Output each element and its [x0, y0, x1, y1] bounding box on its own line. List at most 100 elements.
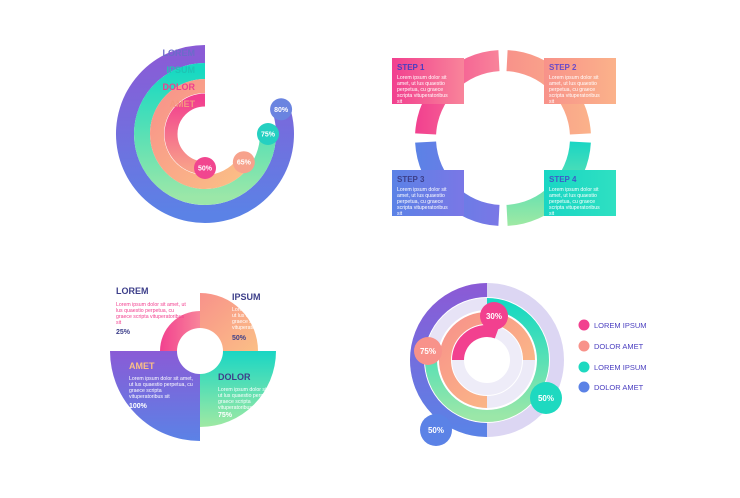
step-text-0-line: sit	[397, 99, 403, 105]
quadrant-text-ipsum-line: ut lus quaestio perpetua, cu	[232, 313, 296, 319]
legend-dot-2	[578, 361, 590, 373]
step-text-1-line: perpetua, cu graece	[549, 87, 595, 93]
quadrant-text-dolor: Lorem ipsum dolor sit amet, ut lus quaest…	[218, 387, 282, 411]
quadrant-text-dolor-line: graece scripta	[218, 399, 251, 405]
value-badge-0	[480, 302, 508, 330]
step-text-3-line: sit	[549, 211, 555, 217]
value-badge-3	[420, 414, 452, 446]
step-text-2: Lorem ipsum dolor sit amet, ut lus quaest…	[397, 187, 448, 217]
step-text-0-line: perpetua, cu graece	[397, 87, 443, 93]
legend-dot-3	[578, 381, 590, 393]
step-text-1-line: Lorem ipsum dolor sit	[549, 75, 599, 81]
value-badge-2	[530, 382, 562, 414]
quadrant-center-hole	[177, 328, 223, 374]
quadrant-text-amet-line: Lorem ipsum dolor sit amet,	[129, 376, 193, 382]
value-badge-label-1: 75%	[261, 132, 276, 139]
step-text-3-line: Lorem ipsum dolor sit	[549, 187, 599, 193]
quadrant-pct-dolor: 75%	[218, 412, 233, 419]
quadrant-text-lorem-line: sit	[116, 320, 122, 326]
quadrant-title-amet: AMET	[129, 361, 155, 371]
step-box-3	[544, 170, 616, 216]
value-badge-3	[194, 157, 216, 179]
cycle-segment-2	[415, 141, 500, 226]
quadrant-text-ipsum-line: Lorem ipsum dolor sit amet,	[232, 307, 296, 313]
legend-label-3: DOLOR AMET	[594, 383, 644, 392]
legend-dot-0	[578, 319, 590, 331]
step-text-1-line: amet, ut lus quaestio	[549, 81, 597, 87]
ring-0	[116, 45, 294, 223]
ring-2	[150, 79, 250, 189]
quadrant-title-dolor: DOLOR	[218, 372, 251, 382]
legend-label-1: DOLOR AMET	[594, 342, 644, 351]
quadrant-text-lorem-line: Lorem ipsum dolor sit amet, ut	[116, 302, 186, 308]
step-title-3: STEP 4	[549, 175, 577, 184]
ring-salmon-75	[439, 312, 535, 408]
step-text-0-line: amet, ut lus quaestio	[397, 81, 445, 87]
value-badge-label-1: 75%	[420, 347, 436, 356]
ring-3	[164, 93, 206, 175]
quadrant-title-ipsum: IPSUM	[232, 292, 261, 302]
quadrant-text-dolor-line: vituperatoribus sit	[218, 405, 259, 411]
quadrant-text-ipsum-line: graece scripta	[232, 319, 265, 325]
quadrant-title-lorem: LOREM	[116, 286, 149, 296]
cycle-segment-3	[506, 141, 591, 226]
step-box-0	[392, 58, 464, 104]
step-title-1: STEP 2	[549, 63, 577, 72]
legend-label-1: IPSUM	[166, 65, 195, 75]
legend-label-2: DOLOR	[163, 82, 196, 92]
value-badge-label-2: 50%	[538, 394, 554, 403]
value-badge-1	[257, 123, 279, 145]
quadrant-pct-lorem: 25%	[116, 329, 131, 336]
step-text-3: Lorem ipsum dolor sit amet, ut lus quaest…	[549, 187, 600, 217]
quadrant-text-amet: Lorem ipsum dolor sit amet, ut lus quaest…	[129, 376, 193, 400]
quadrant-text-ipsum: Lorem ipsum dolor sit amet, ut lus quaest…	[232, 307, 296, 331]
quadrant-text-amet-line: ut lus quaestio perpetua, cu	[129, 382, 193, 388]
value-badge-label-0: 30%	[486, 312, 502, 321]
step-text-2-line: scripta vituperatoribus	[397, 205, 448, 211]
step-text-1-line: sit	[549, 99, 555, 105]
step-title-2: STEP 3	[397, 175, 425, 184]
step-text-2-line: perpetua, cu graece	[397, 199, 443, 205]
ring-teal-50	[425, 298, 549, 422]
step-text-0: Lorem ipsum dolor sit amet, ut lus quaest…	[397, 75, 448, 105]
concentric-rings-chart: 30% 75% 50% 50% LOREM IPSUM DOLOR AMET LOREM I…	[410, 283, 647, 446]
quadrant-text-dolor-line: ut lus quaestio perpetua, cu	[218, 393, 282, 399]
step-box-2	[392, 170, 464, 216]
step-text-3-line: perpetua, cu graece	[549, 199, 595, 205]
legend-label-2: LOREM IPSUM	[594, 363, 647, 372]
quadrant-text-lorem: Lorem ipsum dolor sit amet, ut lus quaest…	[116, 302, 186, 326]
step-text-2-line: Lorem ipsum dolor sit	[397, 187, 447, 193]
quadrant-pct-amet: 100%	[129, 403, 148, 410]
step-text-3-line: amet, ut lus quaestio	[549, 193, 597, 199]
legend-dot-1	[578, 340, 590, 352]
step-text-1-line: scripta vituperatoribus	[549, 93, 600, 99]
quadrant-amet	[110, 351, 200, 441]
legend-label-3: AMET	[170, 99, 196, 109]
ring-pink-30	[452, 325, 499, 361]
value-badge-label-3: 50%	[198, 166, 213, 173]
step-text-0-line: Lorem ipsum dolor sit	[397, 75, 447, 81]
step-text-1: Lorem ipsum dolor sit amet, ut lus quaest…	[549, 75, 600, 105]
quadrant-text-dolor-line: Lorem ipsum dolor sit amet,	[218, 387, 282, 393]
quadrant-text-amet-line: graece scripta	[129, 388, 162, 394]
ring-1	[134, 63, 276, 205]
cycle-segment-0	[415, 50, 500, 135]
value-badge-label-0: 80%	[274, 107, 289, 114]
step-text-2-line: amet, ut lus quaestio	[397, 193, 445, 199]
value-badge-label-3: 50%	[428, 426, 444, 435]
quadrant-text-ipsum-line: vituperatoribus sit	[232, 325, 273, 331]
step-box-1	[544, 58, 616, 104]
step-title-0: STEP 1	[397, 63, 425, 72]
quadrant-dolor	[200, 351, 276, 427]
quadrant-pct-ipsum: 50%	[232, 335, 247, 342]
quadrant-text-amet-line: vituperatoribus sit	[129, 394, 170, 400]
step-text-0-line: scripta vituperatoribus	[397, 93, 448, 99]
quadrant-text-lorem-line: graece scripta vituperatoribus	[116, 314, 184, 320]
legend-label-0: LOREM	[163, 48, 196, 58]
quadrant-chart: LOREM Lorem ipsum dolor sit amet, ut lus q…	[110, 286, 296, 441]
value-badge-1	[414, 337, 442, 365]
legend-label-0: LOREM IPSUM	[594, 321, 647, 330]
